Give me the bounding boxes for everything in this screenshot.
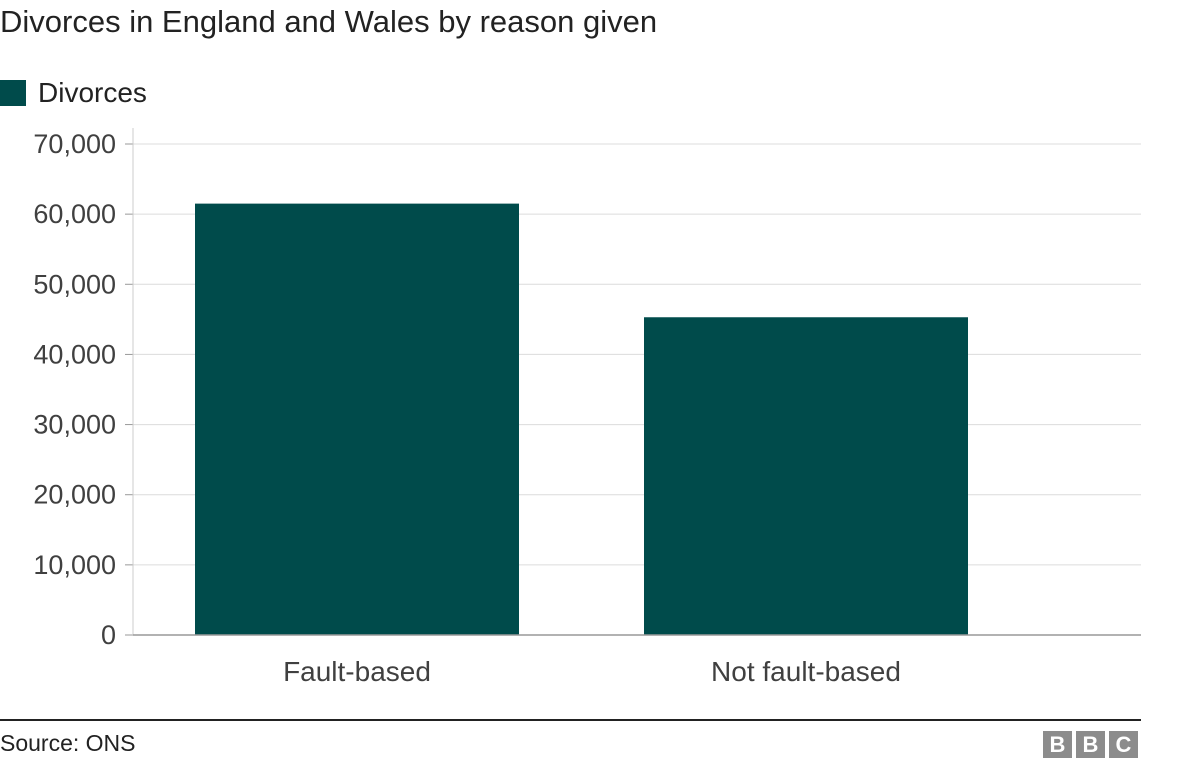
legend-swatch: [0, 80, 26, 106]
y-tick-label: 30,000: [33, 410, 116, 440]
footer-divider: [0, 719, 1141, 721]
y-tick-label: 10,000: [33, 550, 116, 580]
bar-chart-plot: 0 10,000 20,000 30,000 40,000 50,000 60,000 70,…: [33, 128, 1141, 687]
y-tick-label: 40,000: [33, 339, 116, 369]
bbc-logo: B B C: [1043, 731, 1138, 758]
axes: [132, 128, 1141, 636]
bbc-logo-letter-3: C: [1109, 731, 1138, 758]
y-tick-label: 70,000: [33, 129, 116, 159]
bar-fault-based: [195, 203, 519, 635]
legend: Divorces: [0, 76, 147, 110]
source-note: Source: ONS: [0, 730, 136, 756]
bar-not-fault-based: [644, 317, 968, 635]
x-axis-category-labels: Fault-based Not fault-based: [283, 656, 901, 687]
legend-label-divorces: Divorces: [38, 77, 147, 108]
bbc-logo-letter-2: B: [1076, 731, 1105, 758]
y-tick-label: 60,000: [33, 199, 116, 229]
y-tick-label: 0: [101, 620, 116, 650]
y-tick-label: 20,000: [33, 480, 116, 510]
bars: [195, 203, 968, 635]
y-tick-label: 50,000: [33, 269, 116, 299]
chart-title: Divorces in England and Wales by reason …: [0, 4, 658, 39]
bbc-logo-letter-1: B: [1043, 731, 1072, 758]
x-category-label: Fault-based: [283, 656, 431, 687]
y-axis-ticks: 0 10,000 20,000 30,000 40,000 50,000 60,000 70,…: [33, 129, 133, 650]
x-category-label: Not fault-based: [711, 656, 901, 687]
